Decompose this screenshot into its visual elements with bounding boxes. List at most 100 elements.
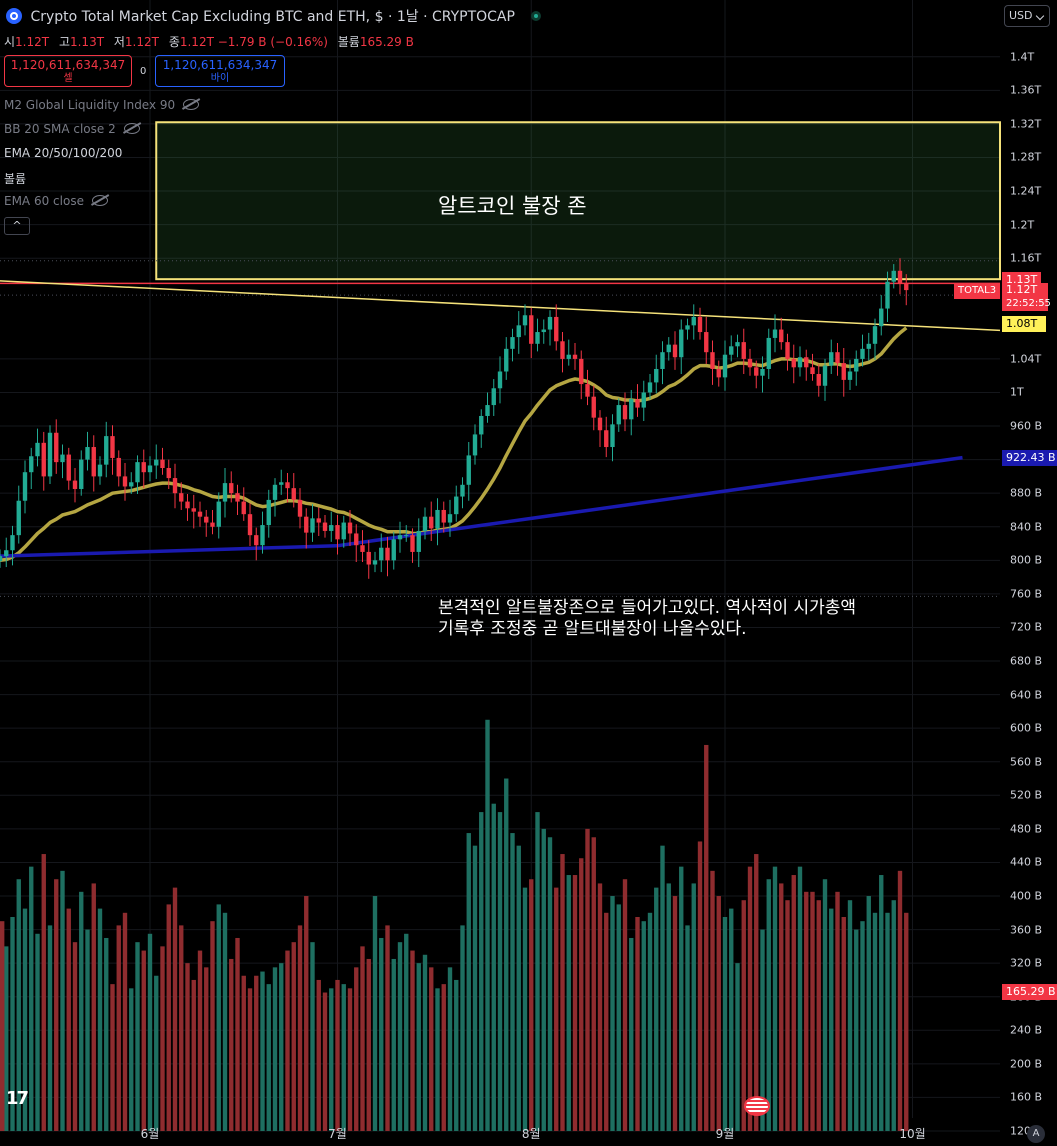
volume-bar xyxy=(47,925,53,1131)
candle xyxy=(172,463,178,509)
volume-bar xyxy=(66,908,71,1131)
candle xyxy=(816,363,821,397)
hidden-eye-icon[interactable] xyxy=(91,195,108,206)
indicator-ema60[interactable]: EMA 60 close xyxy=(4,194,108,208)
ohlc-volume-key: 볼륨 xyxy=(337,35,360,49)
candle-body xyxy=(329,525,334,531)
volume-bar xyxy=(535,812,540,1131)
y-tick-label: 200 B xyxy=(1010,1057,1043,1071)
volume-bar xyxy=(41,854,46,1131)
volume-bar xyxy=(497,812,503,1131)
candle xyxy=(860,334,865,367)
hidden-eye-icon[interactable] xyxy=(123,123,140,134)
candle-body xyxy=(41,442,46,477)
volume-bar xyxy=(841,916,846,1131)
ema-long-line xyxy=(0,455,963,558)
candle-body xyxy=(410,535,415,552)
candle xyxy=(216,492,221,539)
candle-body xyxy=(335,525,340,540)
candle-body xyxy=(72,480,78,489)
comment-annotation[interactable]: 본격적인 알트불장존으로 들어가고있다. 역사적이 시가총액 기록후 조정중 곧… xyxy=(438,598,856,640)
candle xyxy=(35,428,40,467)
collapse-legend-button[interactable]: ^ xyxy=(4,217,30,235)
candle-body xyxy=(10,535,15,551)
candle xyxy=(479,409,484,448)
ema-lines xyxy=(0,326,963,563)
candle xyxy=(604,416,609,458)
candle xyxy=(85,431,90,471)
volume-bar xyxy=(616,904,621,1131)
countdown: 22:52:55 xyxy=(1006,297,1051,309)
candle xyxy=(866,332,871,361)
candle xyxy=(104,421,109,478)
y-tick-label: 1.28T xyxy=(1010,150,1042,164)
candle-body xyxy=(229,483,234,494)
auto-scale-button[interactable]: A xyxy=(1027,1125,1045,1143)
volume-bar xyxy=(541,828,546,1131)
indicator-m2-liquidity[interactable]: M2 Global Liquidity Index 90 xyxy=(4,98,200,112)
candle-body xyxy=(866,343,871,349)
candle xyxy=(541,319,546,344)
ohlc-high-value: 1.13T xyxy=(69,35,105,49)
tradingview-logo-icon[interactable]: 17 xyxy=(6,1088,29,1109)
candle xyxy=(397,521,403,553)
indicator-ema[interactable]: EMA 20/50/100/200 xyxy=(4,146,123,160)
candle xyxy=(666,337,671,361)
candle-body xyxy=(222,483,228,502)
volume-bar xyxy=(710,870,715,1131)
candle-body xyxy=(641,392,646,408)
candle-body xyxy=(385,547,390,561)
candle xyxy=(297,488,303,529)
candle-body xyxy=(547,316,553,330)
zone-label[interactable]: 알트코인 불장 존 xyxy=(438,194,587,218)
volume-bar xyxy=(391,958,396,1131)
candle-body xyxy=(422,516,428,531)
candle xyxy=(160,447,165,475)
volume-bar xyxy=(660,845,665,1131)
candle xyxy=(810,353,815,381)
indicator-bb[interactable]: BB 20 SMA close 2 xyxy=(4,122,140,136)
candle xyxy=(660,341,665,385)
candle-body xyxy=(491,388,496,406)
indicator-volume[interactable]: 볼륨 xyxy=(4,172,27,186)
volume-bar xyxy=(235,937,240,1131)
candle-body xyxy=(210,522,215,527)
candle xyxy=(429,501,434,542)
candle xyxy=(566,339,571,366)
candle-body xyxy=(66,454,71,481)
candle xyxy=(722,340,728,391)
candle-body xyxy=(160,459,165,469)
volume-bar xyxy=(354,967,359,1131)
candle xyxy=(441,501,446,533)
candle-body xyxy=(785,342,790,359)
chart-title[interactable]: Crypto Total Market Cap Excluding BTC an… xyxy=(30,9,515,25)
candle-body xyxy=(497,371,503,389)
y-tick-label: 160 B xyxy=(1010,1090,1043,1104)
volume-bar xyxy=(697,841,703,1131)
candle xyxy=(116,450,121,487)
volume-bar xyxy=(322,992,328,1131)
volume-bar xyxy=(54,879,59,1131)
hidden-eye-icon[interactable] xyxy=(183,99,200,110)
candle-body xyxy=(397,535,403,540)
candle-body xyxy=(85,447,90,460)
currency-select[interactable]: USD xyxy=(1004,5,1050,27)
candle-body xyxy=(841,363,846,380)
candle-body xyxy=(54,432,59,463)
candle xyxy=(504,337,509,380)
y-tick-label: 1.36T xyxy=(1010,83,1042,97)
us-flag-event-icon[interactable] xyxy=(744,1096,770,1116)
sell-button[interactable]: 1,120,611,634,347 셀 xyxy=(4,55,132,87)
market-status-icon[interactable] xyxy=(531,11,542,21)
buy-button[interactable]: 1,120,611,634,347 바이 xyxy=(155,55,285,87)
candle-body xyxy=(716,368,721,378)
buy-label: 바이 xyxy=(210,73,230,84)
y-tick-label: 600 B xyxy=(1010,721,1043,735)
candle-body xyxy=(372,560,378,565)
volume-bar xyxy=(22,908,28,1131)
y-tick-label: 960 B xyxy=(1010,419,1043,433)
candle-body xyxy=(116,457,121,477)
volume-bar xyxy=(641,921,646,1131)
candle xyxy=(472,424,478,465)
